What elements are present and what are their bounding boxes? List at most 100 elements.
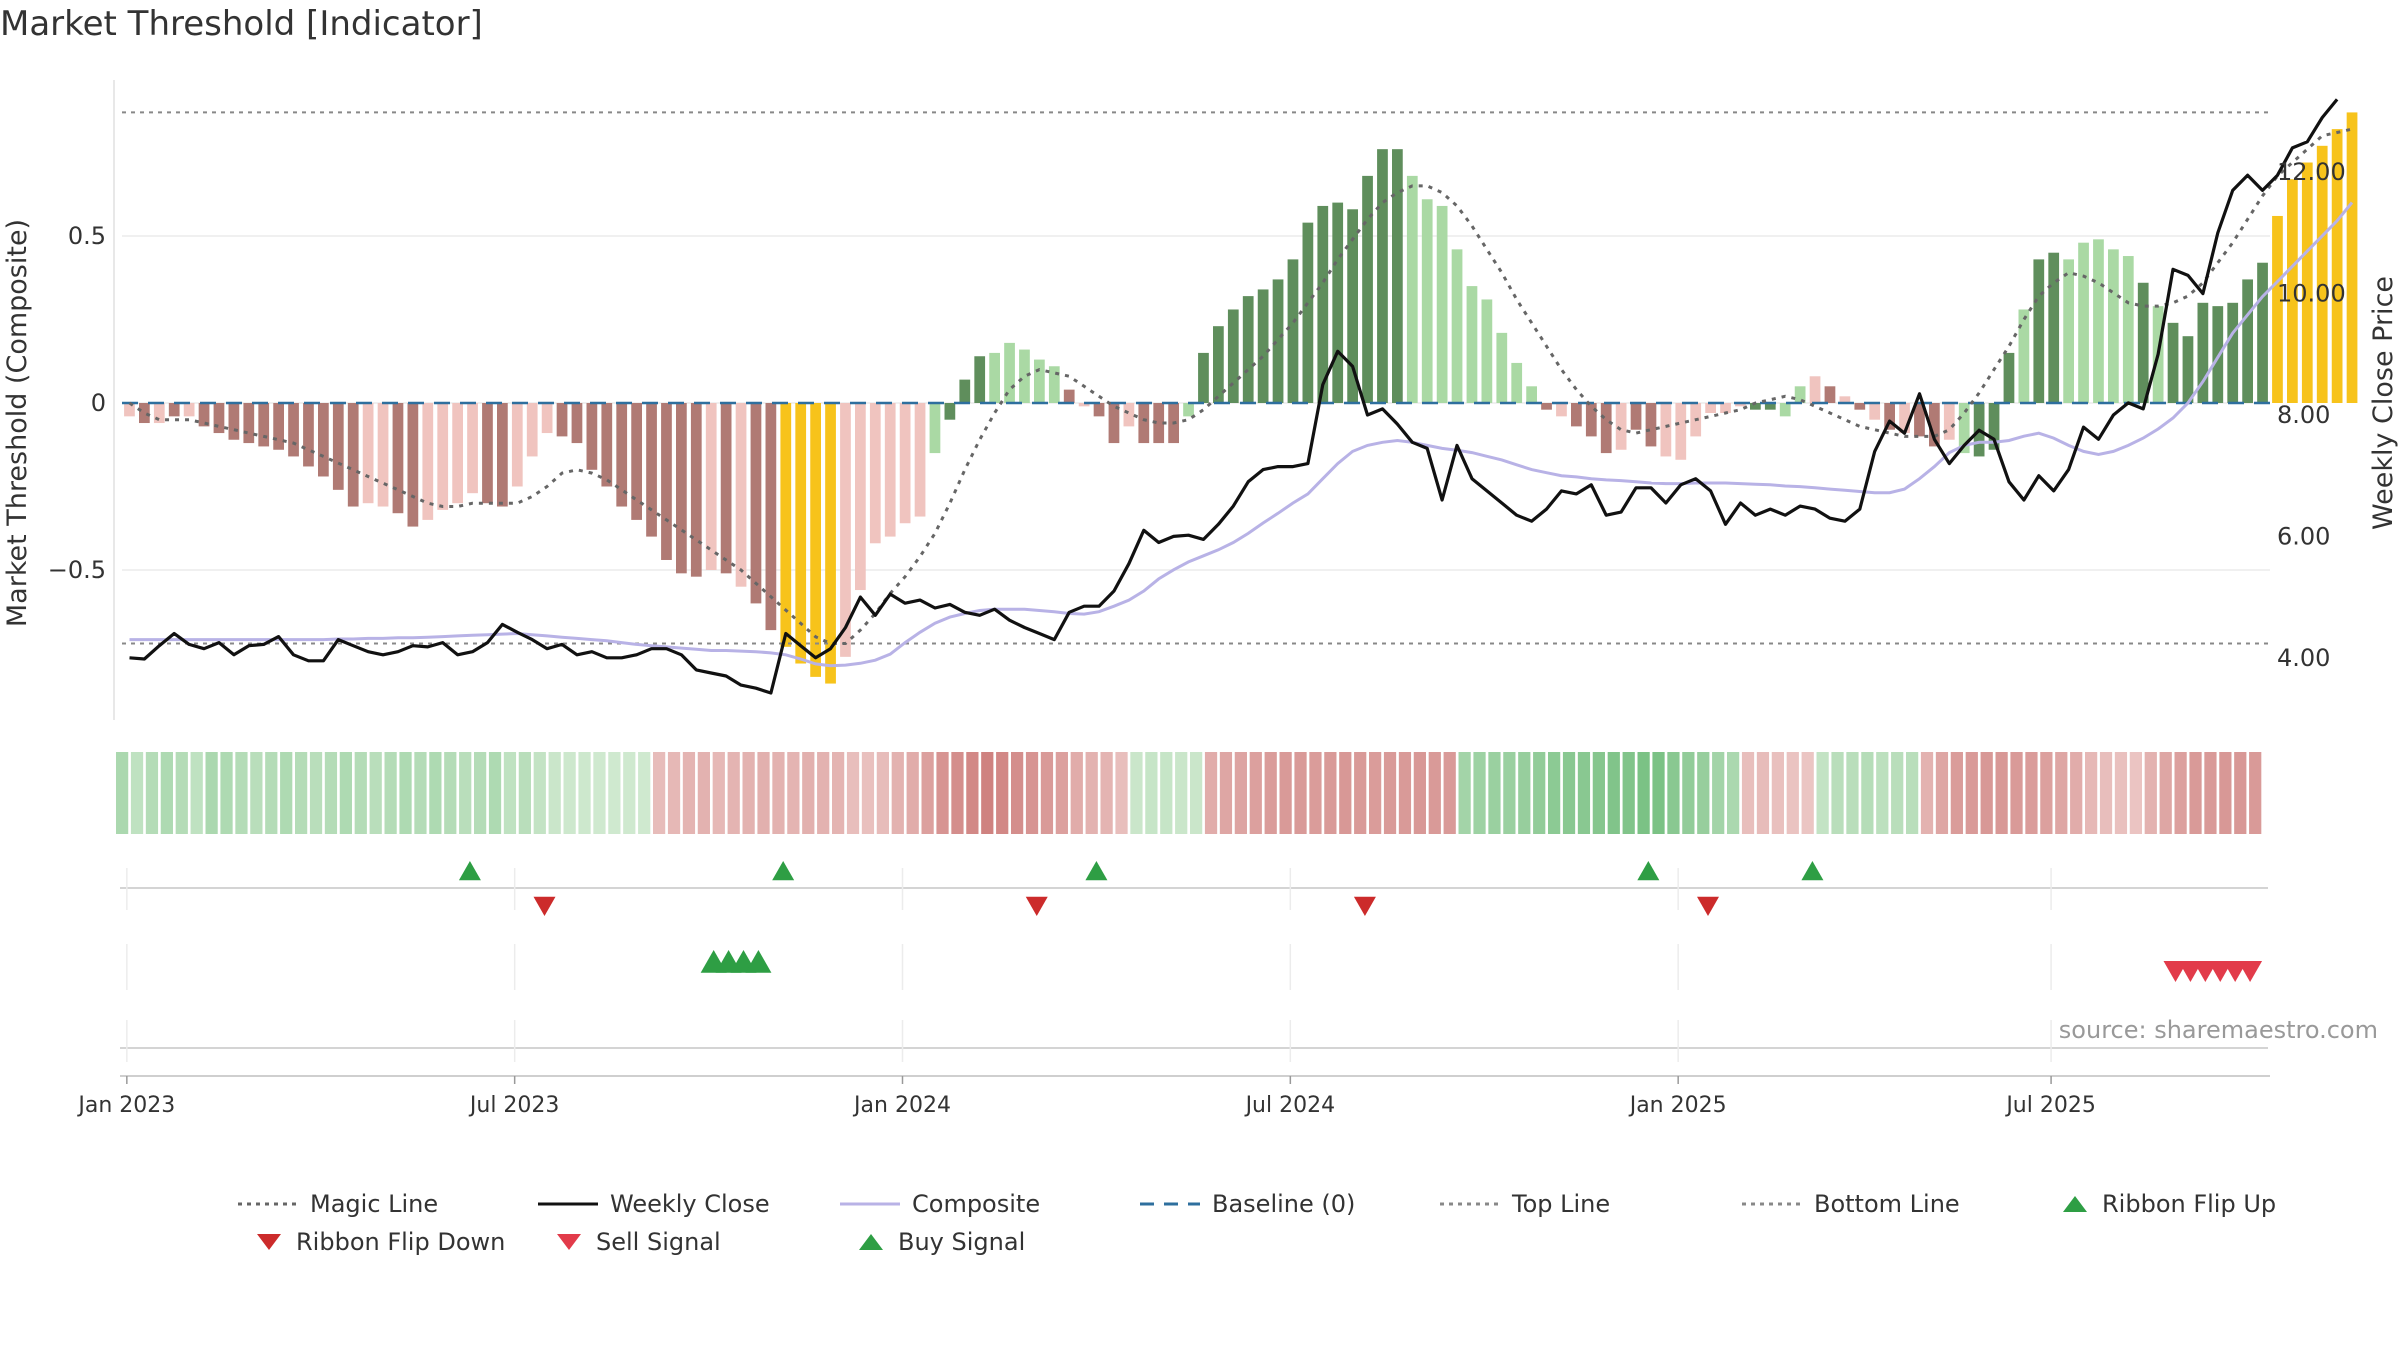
ribbon-cell [1190, 752, 1203, 834]
y-left-tick-label: 0 [91, 389, 106, 417]
ribbon-cell [1339, 752, 1352, 834]
composite-bar [1988, 403, 2000, 450]
composite-bar [616, 403, 628, 507]
ribbon-cell [414, 752, 427, 834]
ribbon-cell [1100, 752, 1113, 834]
ribbon-cell [817, 752, 830, 834]
ribbon-cell [459, 752, 472, 834]
composite-bar [750, 403, 762, 604]
ribbon-cell [339, 752, 352, 834]
ribbon-cell [682, 752, 696, 834]
composite-bar [899, 403, 911, 524]
composite-bar [989, 352, 1000, 403]
composite-bar [1183, 403, 1194, 417]
ribbon-cell [742, 752, 755, 834]
ribbon-cell [2010, 752, 2023, 834]
weekly-close-line [129, 98, 2339, 695]
ribbon-cell [891, 752, 904, 834]
composite-bar [2316, 145, 2328, 403]
composite-bar [1764, 403, 1776, 410]
legend-symbol [859, 1234, 883, 1250]
composite-bar [2301, 162, 2313, 403]
ribbon-cell [1160, 752, 1173, 834]
ribbon-cell [280, 752, 293, 834]
composite-bar [303, 403, 314, 467]
composite-bar [541, 403, 553, 434]
ribbon-flip-down-marker [533, 896, 556, 916]
composite-bar [571, 403, 583, 444]
ribbon-cell [1667, 752, 1680, 834]
ribbon-cell [1369, 752, 1382, 834]
composite-bar [1899, 403, 1910, 434]
legend-item: Magic Line [236, 1190, 438, 1218]
ribbon-cell [533, 752, 546, 834]
legend-label: Baseline (0) [1212, 1190, 1356, 1218]
ribbon-cell [295, 752, 308, 834]
ribbon-cell [1891, 752, 1904, 834]
ribbon-cell [1697, 752, 1710, 834]
ribbon-cell [996, 752, 1009, 834]
ribbon-cell [1011, 752, 1024, 834]
ribbon-cell [1354, 752, 1367, 834]
composite-bar [1421, 199, 1433, 403]
legend-symbol [557, 1234, 581, 1250]
ribbon-flip-up-marker [1085, 861, 1108, 881]
ribbon-cell [488, 752, 502, 834]
ribbon-flip-down-marker [1697, 896, 1719, 916]
composite-bar [1869, 403, 1881, 420]
x-axis: Jan 2023 Jul 2023 Jan 2024 Jul 2024 Jan 2025… [76, 868, 2270, 1118]
ribbon-cell [727, 752, 740, 834]
ribbon-cell [1786, 752, 1799, 834]
x-tick-label: Jan 2025 [1628, 1093, 1727, 1118]
legend-symbol [538, 1202, 598, 1206]
ribbon-cell [2159, 752, 2172, 834]
composite-bar [228, 403, 240, 440]
ribbon-cell [876, 752, 889, 834]
composite-bar [1496, 332, 1508, 403]
legend-triangle-up [859, 1234, 883, 1250]
composite-bar [1347, 209, 1358, 403]
ribbon-cell [1070, 752, 1083, 834]
ribbon-cell [1577, 752, 1591, 834]
ribbon-cell [921, 752, 934, 834]
composite-bar [347, 403, 359, 507]
legend-label: Magic Line [310, 1190, 439, 1218]
composite-bar [855, 403, 866, 591]
composite-bar [2093, 239, 2104, 403]
composite-bar [2003, 352, 2015, 403]
composite-bar [1242, 296, 1254, 403]
ribbon-cell [2129, 752, 2142, 834]
composite-bar [288, 403, 299, 457]
composite-bar [1257, 289, 1269, 403]
composite-bar [1705, 403, 1716, 414]
legend-label: Bottom Line [1814, 1190, 1960, 1218]
composite-bar [1571, 403, 1582, 427]
ribbon-cell [981, 752, 994, 834]
ribbon-cell [1980, 752, 1993, 834]
composite-bar [1943, 403, 1955, 440]
composite-bar [1093, 403, 1105, 417]
ribbon-cell [205, 752, 218, 834]
legend-item: Top Line [1438, 1190, 1610, 1218]
composite-bar [1526, 386, 1537, 403]
ribbon-cell [354, 752, 367, 834]
ribbon-cell [1085, 752, 1098, 834]
ribbon-cell [116, 752, 129, 834]
composite-bar [1720, 403, 1731, 414]
ribbon-cell [638, 752, 651, 834]
composite-bar [1078, 403, 1090, 407]
ribbon-cell [1727, 752, 1740, 834]
composite-bar [332, 403, 344, 490]
composite-bar [1750, 403, 1761, 410]
composite-bar [661, 403, 672, 560]
ribbon-cell [1219, 752, 1233, 834]
composite-bar [1824, 386, 1836, 403]
ribbon-cell [1906, 752, 1919, 834]
ribbon-flip-down-marker [1353, 896, 1376, 916]
ribbon-cell [1652, 752, 1665, 834]
composite-bar [1556, 403, 1567, 417]
composite-bar [1645, 403, 1657, 447]
composite-bar [482, 403, 493, 504]
ribbon-cell [623, 752, 636, 834]
